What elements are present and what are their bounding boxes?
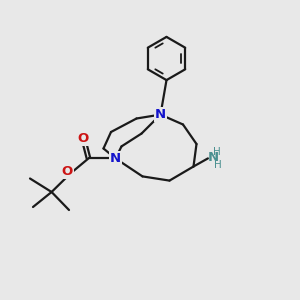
Text: N: N: [207, 151, 219, 164]
Text: H: H: [213, 147, 221, 157]
Text: H: H: [214, 160, 221, 170]
Text: N: N: [110, 152, 121, 165]
Text: N: N: [155, 108, 166, 121]
Text: O: O: [62, 165, 73, 178]
Text: O: O: [78, 132, 89, 145]
